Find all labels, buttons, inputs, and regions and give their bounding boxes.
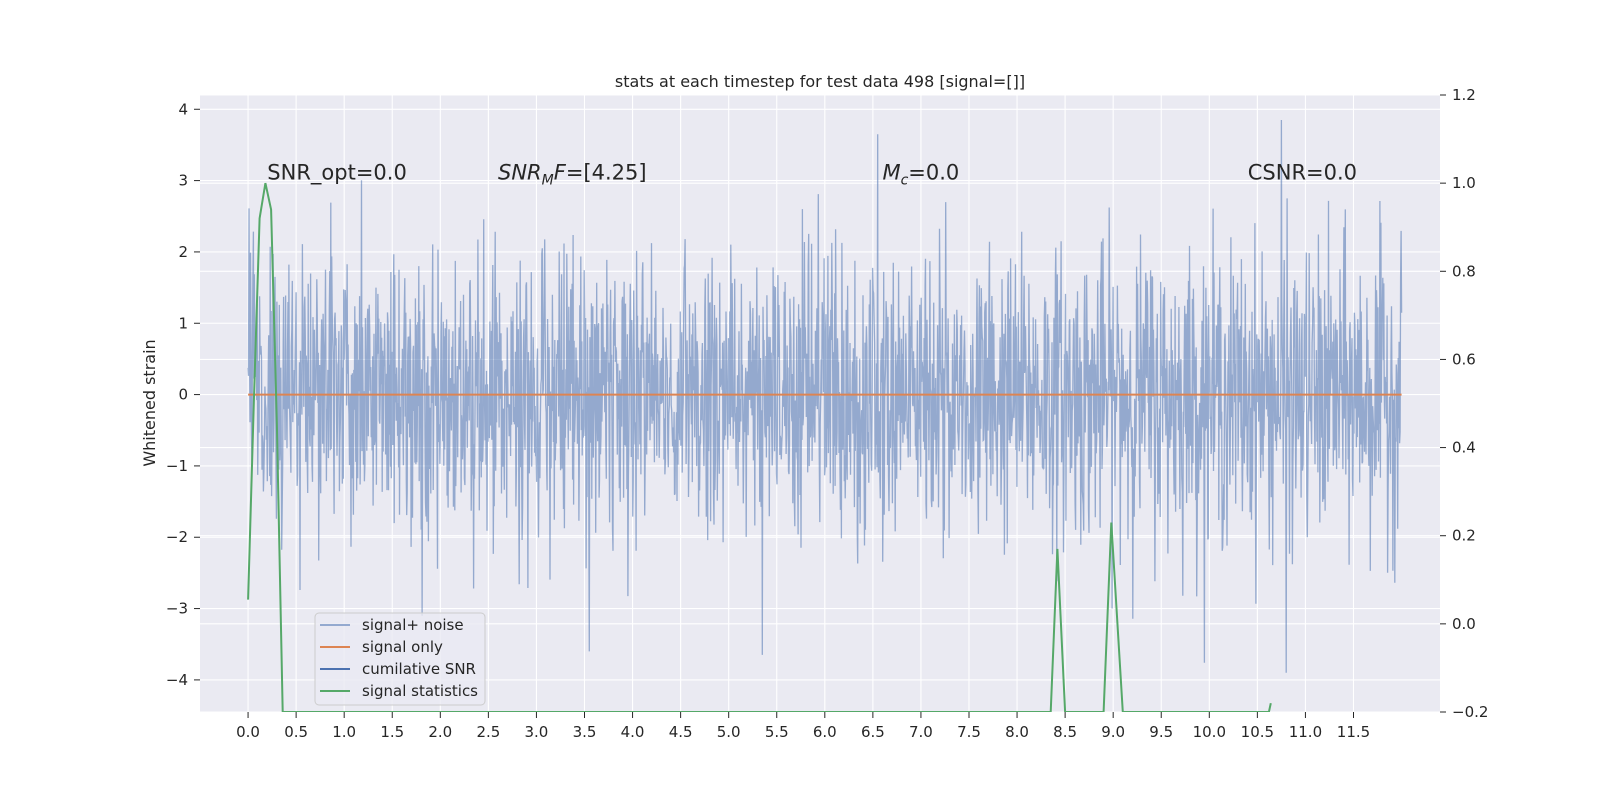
x-tick-label: 4.0 <box>621 723 645 741</box>
annotation: Mc=0.0 <box>882 161 959 189</box>
annotations: SNR_opt=0.0 SNRMF=[4.25] Mc=0.0 CSNR=0.0 <box>267 161 1357 189</box>
y-tick-label: −3 <box>166 600 188 618</box>
x-tick-label: 6.5 <box>861 723 885 741</box>
legend-box <box>314 612 486 706</box>
annotation: CSNR=0.0 <box>1248 161 1357 185</box>
y2-tick-label: 0.8 <box>1452 262 1476 280</box>
x-tick-label: 7.5 <box>957 723 981 741</box>
plot-area <box>247 119 1403 712</box>
legend: signal+ noise signal only cumilative SNR si… <box>314 612 486 706</box>
y2-tick-label: 0.2 <box>1452 527 1476 545</box>
y-tick-label: 1 <box>178 314 188 332</box>
chart-title: stats at each timestep for test data 498… <box>615 72 1025 91</box>
annotation: SNRMF=[4.25] <box>498 161 647 189</box>
legend-label: signal statistics <box>362 682 478 700</box>
x-tick-label: 5.0 <box>717 723 741 741</box>
x-tick-label: 5.5 <box>765 723 789 741</box>
x-tick-label: 0.0 <box>236 723 260 741</box>
legend-label: signal only <box>362 638 443 656</box>
x-tick-label: 9.0 <box>1101 723 1125 741</box>
x-tick-label: 2.0 <box>428 723 452 741</box>
x-tick-label: 8.0 <box>1005 723 1029 741</box>
x-tick-label: 10.5 <box>1241 723 1274 741</box>
x-tick-label: 10.0 <box>1193 723 1226 741</box>
y-tick-label: 4 <box>178 100 188 118</box>
y2-tick-label: 0.6 <box>1452 350 1476 368</box>
series-signal-statistics-line <box>247 182 1272 712</box>
x-tick-label: 4.5 <box>669 723 693 741</box>
x-tick-label: 8.5 <box>1053 723 1077 741</box>
y-tick-label: 3 <box>178 172 188 190</box>
x-tick-label: 11.5 <box>1337 723 1370 741</box>
y2-tick-label: 1.2 <box>1452 86 1476 104</box>
x-tick-label: 3.0 <box>525 723 549 741</box>
x-tick-label: 2.5 <box>476 723 500 741</box>
x-tick-label: 1.0 <box>332 723 356 741</box>
y2-tick-label: 1.0 <box>1452 174 1476 192</box>
x-tick-label: 7.0 <box>909 723 933 741</box>
annotation: SNR_opt=0.0 <box>267 161 407 186</box>
axes: 0.0 0.5 1.0 1.5 2.0 2.5 3.0 3.5 4.0 4.5 5.0 5.5 6.0 6… <box>166 86 1489 741</box>
y-tick-label: 2 <box>178 243 188 261</box>
y-tick-label: 0 <box>178 386 188 404</box>
x-tick-label: 1.5 <box>380 723 404 741</box>
y2-tick-label: 0.0 <box>1452 615 1476 633</box>
y-tick-label: −4 <box>166 671 188 689</box>
x-tick-label: 9.5 <box>1149 723 1173 741</box>
x-tick-label: 0.5 <box>284 723 308 741</box>
y-axis-label: Whitened strain <box>140 339 159 466</box>
x-tick-label: 6.0 <box>813 723 837 741</box>
legend-label: cumilative SNR <box>362 660 476 678</box>
y2-tick-label: 0.4 <box>1452 439 1476 457</box>
x-tick-label: 3.5 <box>573 723 597 741</box>
y-tick-label: −1 <box>166 457 188 475</box>
x-tick-label: 11.0 <box>1289 723 1322 741</box>
series-signal-noise-line <box>247 119 1403 673</box>
y2-tick-label: −0.2 <box>1452 703 1488 721</box>
legend-label: signal+ noise <box>362 616 464 634</box>
y-tick-label: −2 <box>166 528 188 546</box>
